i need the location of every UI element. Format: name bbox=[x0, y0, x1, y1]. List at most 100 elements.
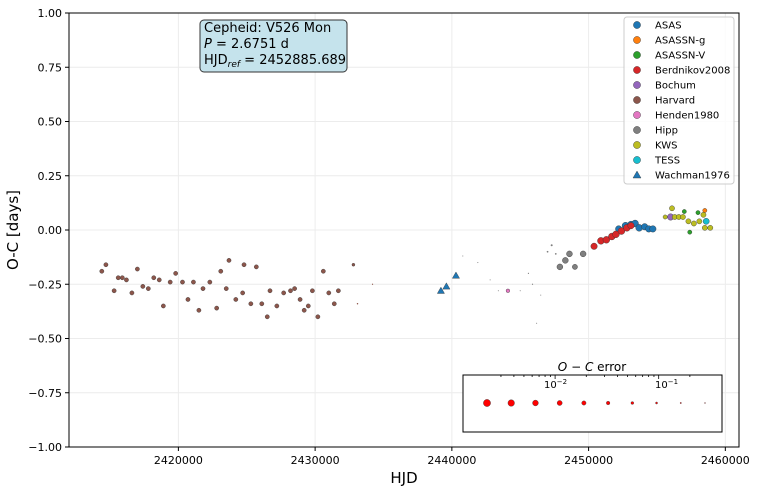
point-hipp bbox=[546, 250, 549, 253]
point-harvard bbox=[356, 303, 359, 305]
info-box: Cepheid: V526 Mon P = 2.6751 d HJDref = … bbox=[199, 19, 348, 73]
legend-marker-hipp bbox=[633, 126, 641, 134]
point-harvard bbox=[351, 263, 356, 267]
point-harvard bbox=[200, 286, 206, 291]
info-period: P = 2.6751 d bbox=[204, 37, 289, 52]
error-legend-dot bbox=[606, 401, 611, 405]
error-tick-1e-1: 10−1 bbox=[655, 378, 678, 391]
y-tick-label: −0.50 bbox=[28, 333, 62, 346]
info-hjd-subscript: ref bbox=[228, 60, 242, 70]
error-legend-frame bbox=[462, 374, 723, 433]
point-hipp bbox=[531, 283, 534, 285]
point-kws bbox=[680, 214, 686, 220]
point-harvard bbox=[156, 277, 162, 283]
point-harvard bbox=[218, 268, 224, 274]
point-asas bbox=[649, 225, 657, 233]
error-legend-title: O − C error bbox=[558, 360, 626, 374]
error-tick-1e-2-base: 10 bbox=[544, 380, 557, 391]
point-harvard bbox=[267, 288, 273, 294]
error-legend-dot bbox=[556, 400, 563, 406]
legend-items: ASAS ASASSN-g ASASSN-V Berdnikov2008 Bochum H… bbox=[632, 21, 730, 182]
error-legend-dot bbox=[483, 399, 491, 407]
point-harvard bbox=[161, 303, 166, 309]
point-harvard bbox=[315, 314, 321, 320]
legend-label-henden1980: Henden1980 bbox=[655, 111, 719, 122]
error-legend-ticks bbox=[500, 375, 691, 379]
legend-label-wachman1976: Wachman1976 bbox=[655, 171, 730, 182]
legend-marker-kws bbox=[633, 141, 641, 149]
point-harvard bbox=[248, 301, 254, 307]
legend-label-bochum: Bochum bbox=[655, 81, 696, 92]
legend-label-harvard: Harvard bbox=[655, 96, 695, 107]
point-hipp bbox=[579, 250, 587, 258]
point-harvard bbox=[331, 301, 337, 307]
error-title-rest: error bbox=[593, 360, 626, 374]
point-hipp bbox=[562, 257, 569, 264]
error-title-c: C bbox=[585, 360, 594, 374]
point-hipp bbox=[497, 290, 499, 292]
point-harvard bbox=[167, 279, 173, 285]
legend-label-kws: KWS bbox=[655, 141, 677, 152]
legend-label-asas: ASAS bbox=[655, 21, 682, 32]
info-period-symbol: P bbox=[204, 37, 212, 52]
error-legend-dot bbox=[630, 401, 634, 405]
point-harvard bbox=[180, 279, 185, 285]
legend-label-asassn-v: ASASSN-V bbox=[655, 51, 705, 62]
info-hjd-ref: HJDref = 2452885.689 bbox=[204, 53, 346, 70]
point-harvard bbox=[336, 288, 341, 294]
point-berdnikov2008 bbox=[612, 230, 620, 238]
point-kws bbox=[691, 220, 697, 227]
error-legend-dot bbox=[655, 401, 658, 405]
point-hipp bbox=[556, 263, 564, 271]
point-harvard bbox=[305, 303, 311, 309]
legend-marker-asas bbox=[633, 21, 641, 29]
point-asassn-v bbox=[687, 229, 693, 235]
point-harvard bbox=[310, 288, 315, 294]
point-harvard bbox=[321, 268, 326, 274]
point-berdnikov2008 bbox=[617, 227, 626, 235]
point-harvard bbox=[207, 279, 213, 285]
point-harvard bbox=[111, 288, 117, 294]
y-tick-label: −0.75 bbox=[28, 387, 62, 400]
point-wachman1976 bbox=[452, 271, 460, 279]
point-hipp bbox=[527, 272, 530, 274]
error-legend-dot bbox=[704, 402, 706, 404]
legend-marker-henden1980 bbox=[633, 111, 641, 119]
point-asassn-v bbox=[681, 209, 687, 214]
legend-label-hipp: Hipp bbox=[655, 126, 678, 137]
info-hjd-label: HJD bbox=[204, 53, 228, 68]
error-legend-dot bbox=[679, 402, 682, 404]
point-harvard bbox=[371, 283, 374, 285]
point-harvard bbox=[254, 264, 259, 270]
legend-label-tess: TESS bbox=[654, 156, 680, 167]
point-harvard bbox=[214, 305, 219, 311]
legend-marker-wachman1976 bbox=[632, 170, 642, 179]
info-box-background bbox=[199, 19, 348, 73]
point-berdnikov2008 bbox=[602, 236, 611, 244]
point-harvard bbox=[120, 275, 125, 281]
point-harvard bbox=[115, 275, 121, 281]
info-hjd-value: = 2452885.689 bbox=[240, 53, 346, 68]
point-berdnikov2008 bbox=[590, 242, 598, 250]
error-legend-dot bbox=[532, 399, 539, 407]
point-harvard bbox=[173, 271, 178, 276]
point-harvard bbox=[288, 288, 293, 294]
point-hipp bbox=[519, 290, 521, 292]
x-tick-label: 2460000 bbox=[701, 454, 750, 467]
point-hipp bbox=[540, 294, 542, 296]
point-harvard bbox=[241, 262, 247, 268]
point-harvard bbox=[226, 258, 232, 263]
point-harvard bbox=[240, 290, 245, 296]
y-tick-label: 0.00 bbox=[38, 224, 63, 237]
point-kws bbox=[685, 218, 692, 225]
info-cepheid-name: Cepheid: V526 Mon bbox=[204, 21, 331, 36]
error-tick-1e-2: 10−2 bbox=[544, 378, 567, 391]
point-hipp bbox=[566, 250, 573, 258]
point-harvard bbox=[223, 286, 229, 291]
legend-label-asassn-g: ASASSN-g bbox=[655, 36, 705, 47]
x-axis-label: HJD bbox=[390, 469, 417, 487]
axis-ticks: 2420000 2430000 2440000 2450000 2460000−1.00… bbox=[28, 7, 750, 467]
error-title-o: O bbox=[558, 360, 567, 374]
point-harvard bbox=[274, 303, 280, 309]
